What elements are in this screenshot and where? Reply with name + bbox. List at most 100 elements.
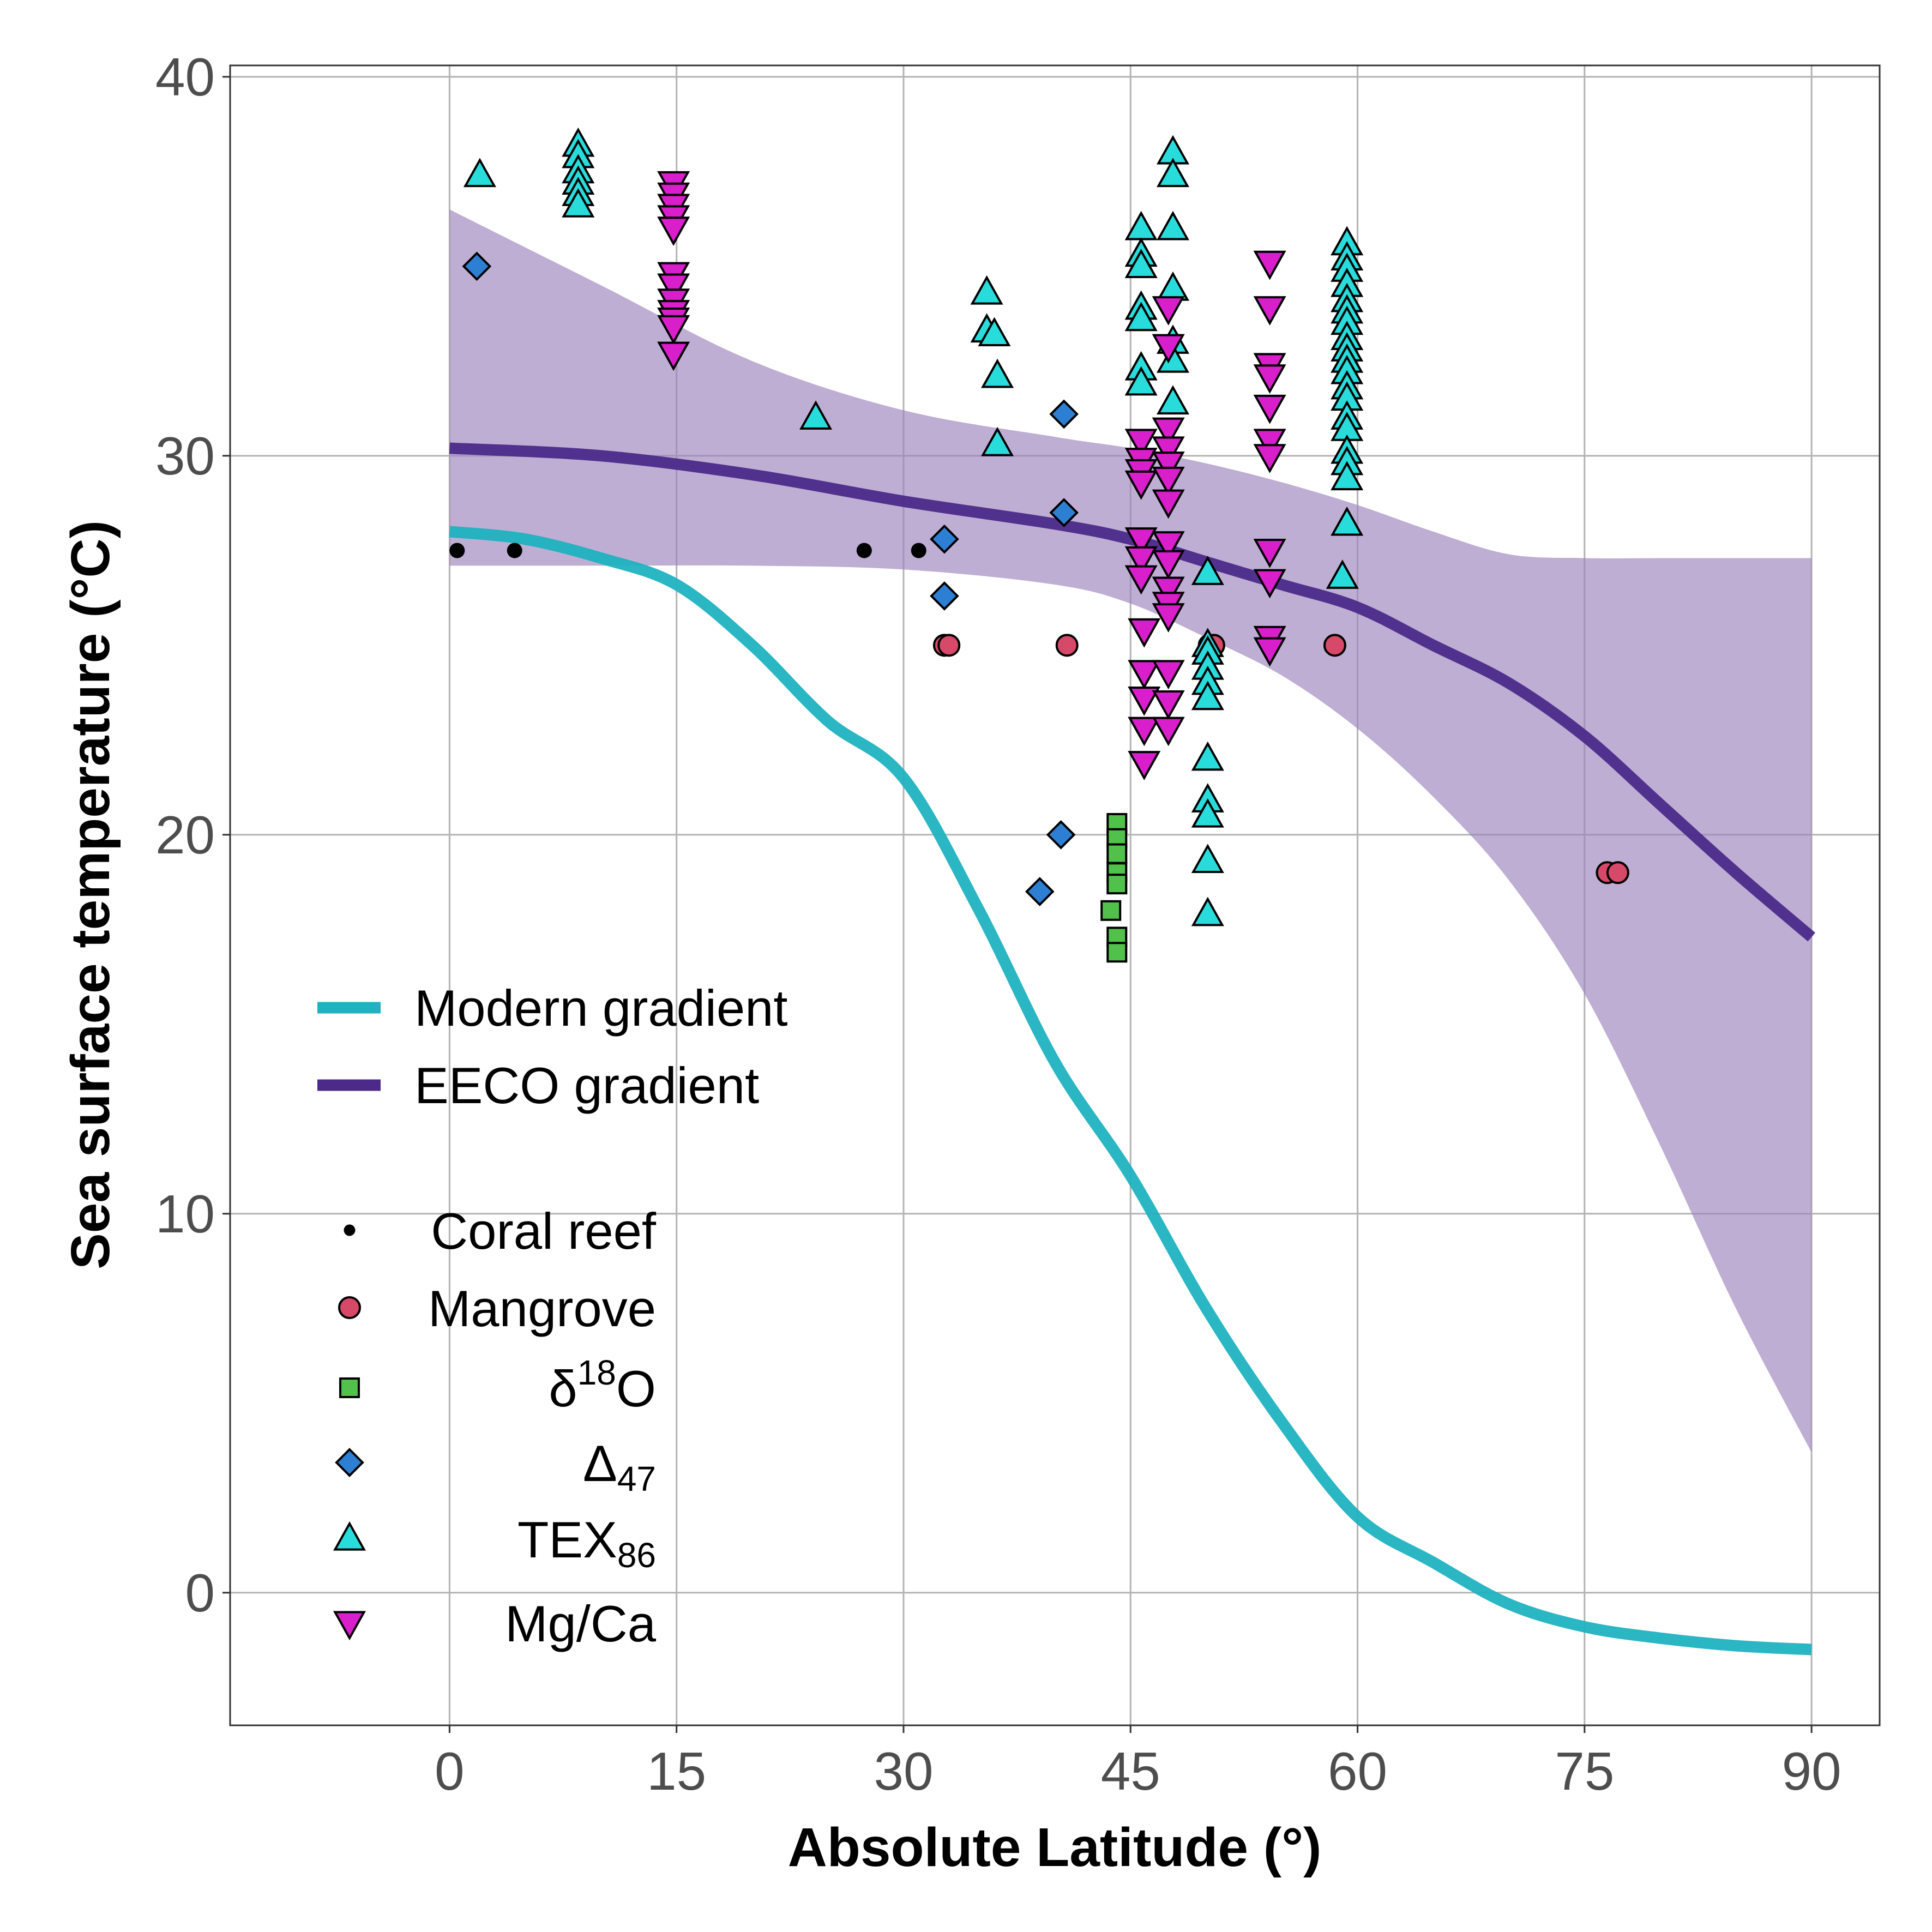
data-point — [449, 543, 465, 558]
data-point — [1152, 531, 1185, 561]
data-point — [1124, 429, 1158, 459]
y-tick-label: 0 — [185, 1563, 215, 1623]
data-point — [856, 543, 872, 558]
y-axis-ticks: 0 10 20 30 40 — [155, 47, 230, 1623]
data-point — [1323, 634, 1346, 657]
data-point — [1253, 569, 1286, 599]
data-point — [1253, 444, 1286, 473]
legend-label: Mangrove — [428, 1280, 656, 1337]
series-d47 — [462, 251, 1079, 906]
data-point — [1152, 550, 1185, 580]
x-tick-label: 30 — [874, 1741, 933, 1801]
data-point — [799, 400, 833, 430]
data-point — [1253, 429, 1286, 459]
data-point — [1100, 900, 1122, 921]
data-point — [1124, 302, 1158, 332]
data-point — [930, 524, 959, 554]
data-point — [1253, 296, 1286, 326]
data-point — [1124, 249, 1158, 278]
legend-marker — [339, 1377, 360, 1398]
data-point — [657, 341, 690, 371]
data-point — [1253, 250, 1286, 280]
x-tick-label: 0 — [435, 1741, 465, 1801]
data-point — [1253, 394, 1286, 424]
data-point — [1253, 364, 1286, 394]
data-point — [1191, 798, 1224, 828]
data-point — [562, 188, 595, 218]
y-axis-title: Sea surface temperature (°C) — [60, 520, 121, 1269]
data-point — [1152, 660, 1185, 690]
plot-panel-border — [229, 64, 1881, 1726]
eeco-band-area — [449, 209, 1812, 1453]
data-point — [1128, 687, 1161, 716]
legend-label: TEX86 — [517, 1511, 656, 1575]
x-tick-label: 60 — [1328, 1741, 1387, 1801]
data-point — [1152, 296, 1185, 326]
data-point — [1326, 559, 1359, 589]
data-point — [978, 317, 1011, 347]
data-point — [1124, 546, 1158, 576]
data-point — [970, 275, 1003, 305]
data-point — [1128, 618, 1161, 648]
data-point — [1191, 681, 1224, 711]
data-point — [1106, 843, 1128, 864]
legend-marker — [333, 1521, 366, 1551]
data-point — [1191, 556, 1224, 585]
data-point — [1152, 489, 1185, 519]
data-point — [1106, 874, 1128, 895]
data-point — [1025, 877, 1055, 906]
data-point — [1124, 470, 1158, 500]
y-tick-label: 30 — [155, 426, 215, 486]
data-point — [1055, 634, 1079, 657]
data-point — [657, 273, 690, 303]
data-point — [981, 358, 1014, 388]
data-point — [1156, 210, 1189, 240]
data-point — [1128, 751, 1161, 780]
data-point — [1106, 942, 1128, 963]
data-point — [930, 581, 959, 611]
proxy-points — [449, 127, 1629, 963]
legend-marker — [338, 1296, 361, 1319]
data-point — [1152, 452, 1185, 481]
data-point — [1331, 506, 1364, 536]
data-point — [981, 426, 1014, 456]
data-point — [463, 158, 496, 188]
legend-marker — [333, 1611, 366, 1641]
data-point — [911, 543, 926, 558]
y-tick-label: 10 — [155, 1184, 215, 1244]
x-axis-ticks: 0 15 30 45 60 75 90 — [435, 1725, 1841, 1801]
x-tick-label: 15 — [647, 1741, 706, 1801]
data-point — [1191, 896, 1224, 926]
data-point — [1156, 343, 1189, 373]
data-point — [1152, 603, 1185, 633]
data-point — [1046, 820, 1076, 850]
data-point — [657, 315, 690, 345]
data-point — [1191, 844, 1224, 874]
data-point — [937, 634, 961, 657]
legend-marker — [344, 1224, 356, 1236]
legend-label: Modern gradient — [414, 979, 788, 1037]
data-point — [1191, 741, 1224, 771]
legend-label: δ18O — [549, 1353, 656, 1417]
data-point — [1124, 565, 1158, 595]
data-point — [1152, 690, 1185, 720]
data-point — [1152, 717, 1185, 747]
series-tex86 — [463, 127, 1364, 926]
y-tick-label: 20 — [155, 805, 215, 865]
data-point — [1152, 576, 1185, 606]
series-d18o — [1100, 812, 1128, 963]
data-point — [1049, 498, 1079, 527]
series-coral-reef — [449, 543, 926, 558]
y-tick-label: 40 — [155, 47, 215, 107]
x-axis-title: Absolute Latitude (°) — [788, 1817, 1322, 1878]
data-point — [1156, 385, 1189, 415]
data-point — [1156, 158, 1189, 188]
data-point — [1128, 660, 1161, 690]
data-point — [1124, 527, 1158, 557]
x-tick-label: 75 — [1555, 1741, 1614, 1801]
data-point — [1253, 538, 1286, 568]
legend: Modern gradient EECO gradient Coral reef Ma… — [317, 979, 788, 1652]
data-point — [1331, 461, 1364, 491]
eeco-confidence-band — [449, 209, 1812, 1453]
